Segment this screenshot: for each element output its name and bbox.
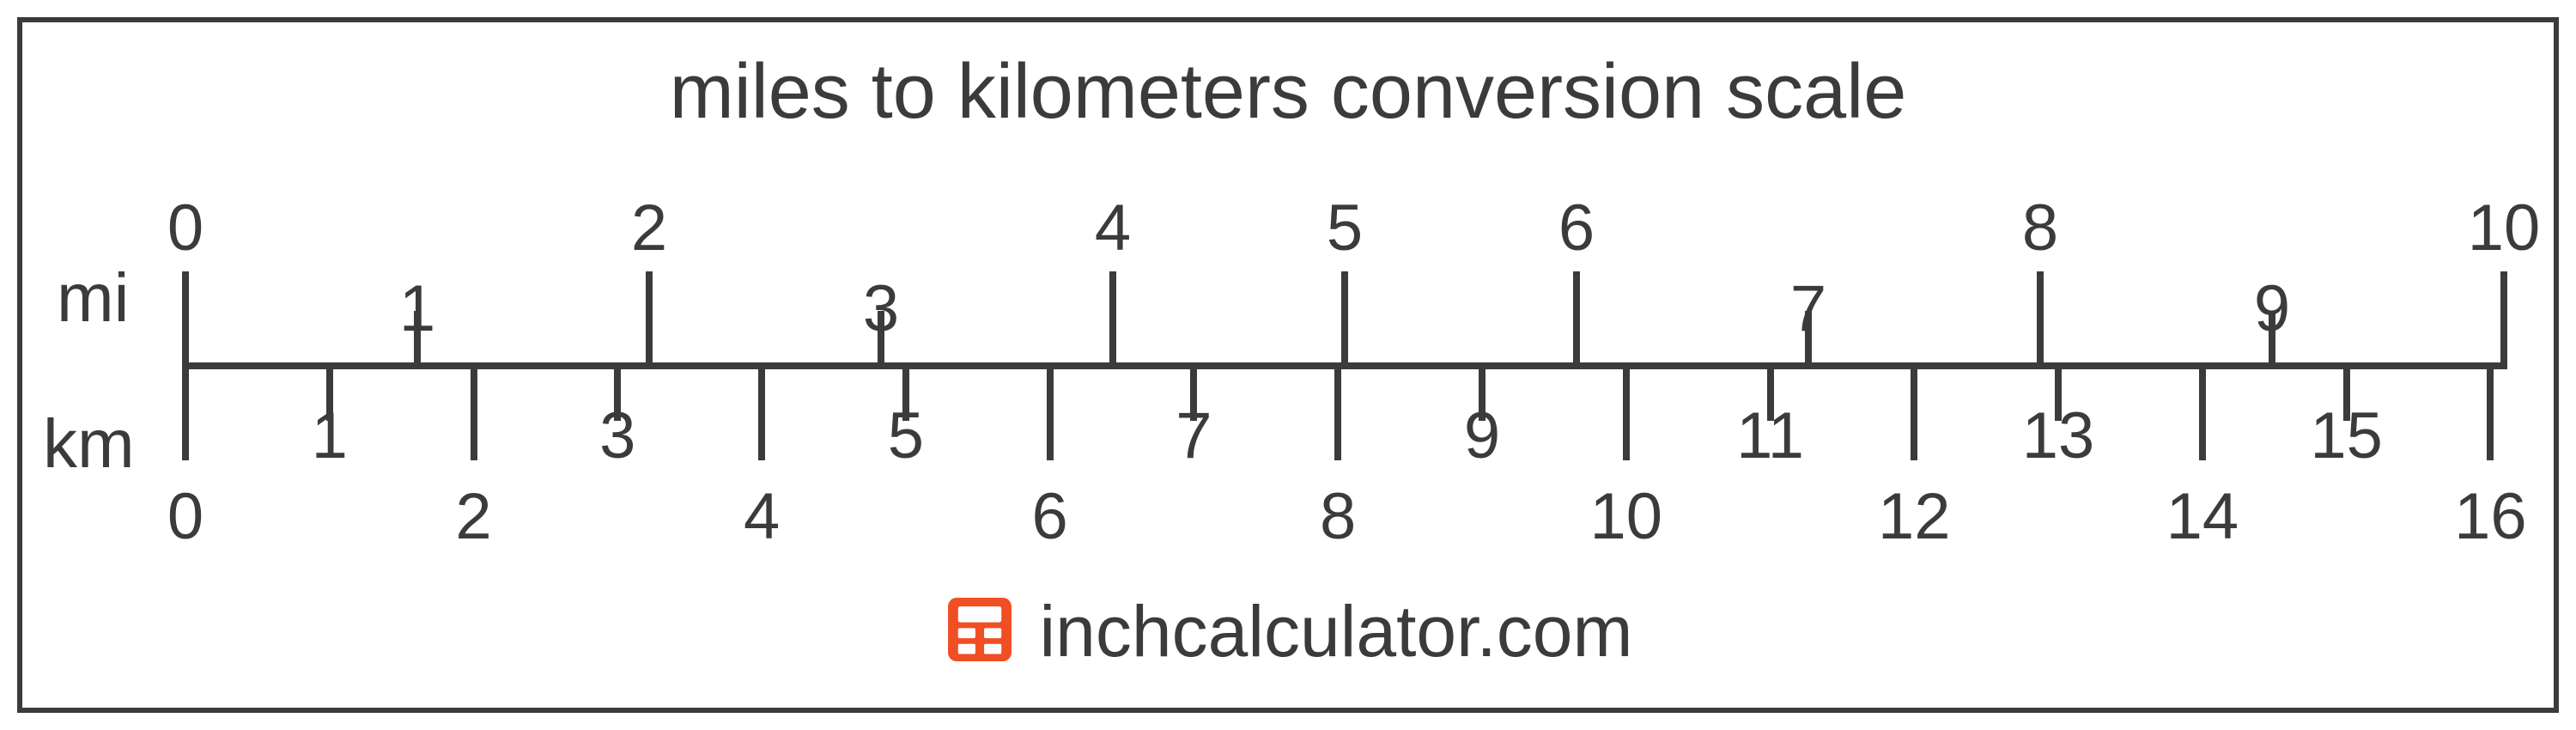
tick-label-km: 11 <box>1736 398 1804 473</box>
tick-label-km: 1 <box>312 398 348 473</box>
footer: inchcalculator.com <box>22 590 2554 673</box>
tick-label-mile: 10 <box>2468 191 2541 265</box>
tick-label-km: 16 <box>2454 479 2527 554</box>
tick-label-km: 13 <box>2022 398 2095 473</box>
tick-label-km: 5 <box>888 398 924 473</box>
tick-label-mile: 0 <box>167 191 204 265</box>
tick-mile <box>182 271 189 366</box>
calculator-icon <box>944 593 1016 670</box>
tick-label-km: 15 <box>2310 398 2383 473</box>
tick-mile <box>1573 271 1580 366</box>
unit-label-kilometers: km <box>43 405 135 484</box>
tick-label-km: 9 <box>1464 398 1500 473</box>
tick-km <box>1911 366 1917 460</box>
tick-label-km: 8 <box>1320 479 1356 554</box>
tick-label-mile: 6 <box>1558 191 1595 265</box>
tick-label-km: 7 <box>1176 398 1212 473</box>
diagram-title: miles to kilometers conversion scale <box>22 48 2554 137</box>
tick-km <box>182 366 189 460</box>
tick-label-mile: 1 <box>399 271 435 346</box>
unit-label-miles: mi <box>57 259 129 338</box>
tick-mile <box>1341 271 1348 366</box>
tick-label-mile: 8 <box>2022 191 2058 265</box>
tick-label-mile: 4 <box>1095 191 1131 265</box>
tick-label-km: 0 <box>167 479 204 554</box>
conversion-scale: mi km 012345678910 012345678910111213141… <box>22 181 2554 551</box>
tick-mile <box>2037 271 2044 366</box>
tick-label-mile: 3 <box>863 271 899 346</box>
tick-label-km: 14 <box>2166 479 2239 554</box>
diagram-frame: miles to kilometers conversion scale mi … <box>17 17 2559 713</box>
tick-mile <box>2500 271 2507 366</box>
tick-label-km: 3 <box>599 398 635 473</box>
footer-text: inchcalculator.com <box>1040 590 1633 673</box>
tick-km <box>758 366 765 460</box>
tick-km <box>471 366 477 460</box>
tick-km <box>2487 366 2494 460</box>
tick-label-mile: 9 <box>2254 271 2290 346</box>
tick-label-km: 10 <box>1589 479 1662 554</box>
tick-label-km: 6 <box>1032 479 1068 554</box>
tick-label-km: 2 <box>455 479 491 554</box>
tick-km <box>1047 366 1054 460</box>
tick-label-mile: 2 <box>631 191 667 265</box>
tick-km <box>2199 366 2206 460</box>
tick-km <box>1623 366 1630 460</box>
tick-label-km: 12 <box>1878 479 1951 554</box>
tick-label-km: 4 <box>744 479 780 554</box>
tick-mile <box>646 271 653 366</box>
tick-label-mile: 7 <box>1790 271 1826 346</box>
tick-mile <box>1109 271 1116 366</box>
tick-km <box>1334 366 1341 460</box>
tick-label-mile: 5 <box>1327 191 1363 265</box>
